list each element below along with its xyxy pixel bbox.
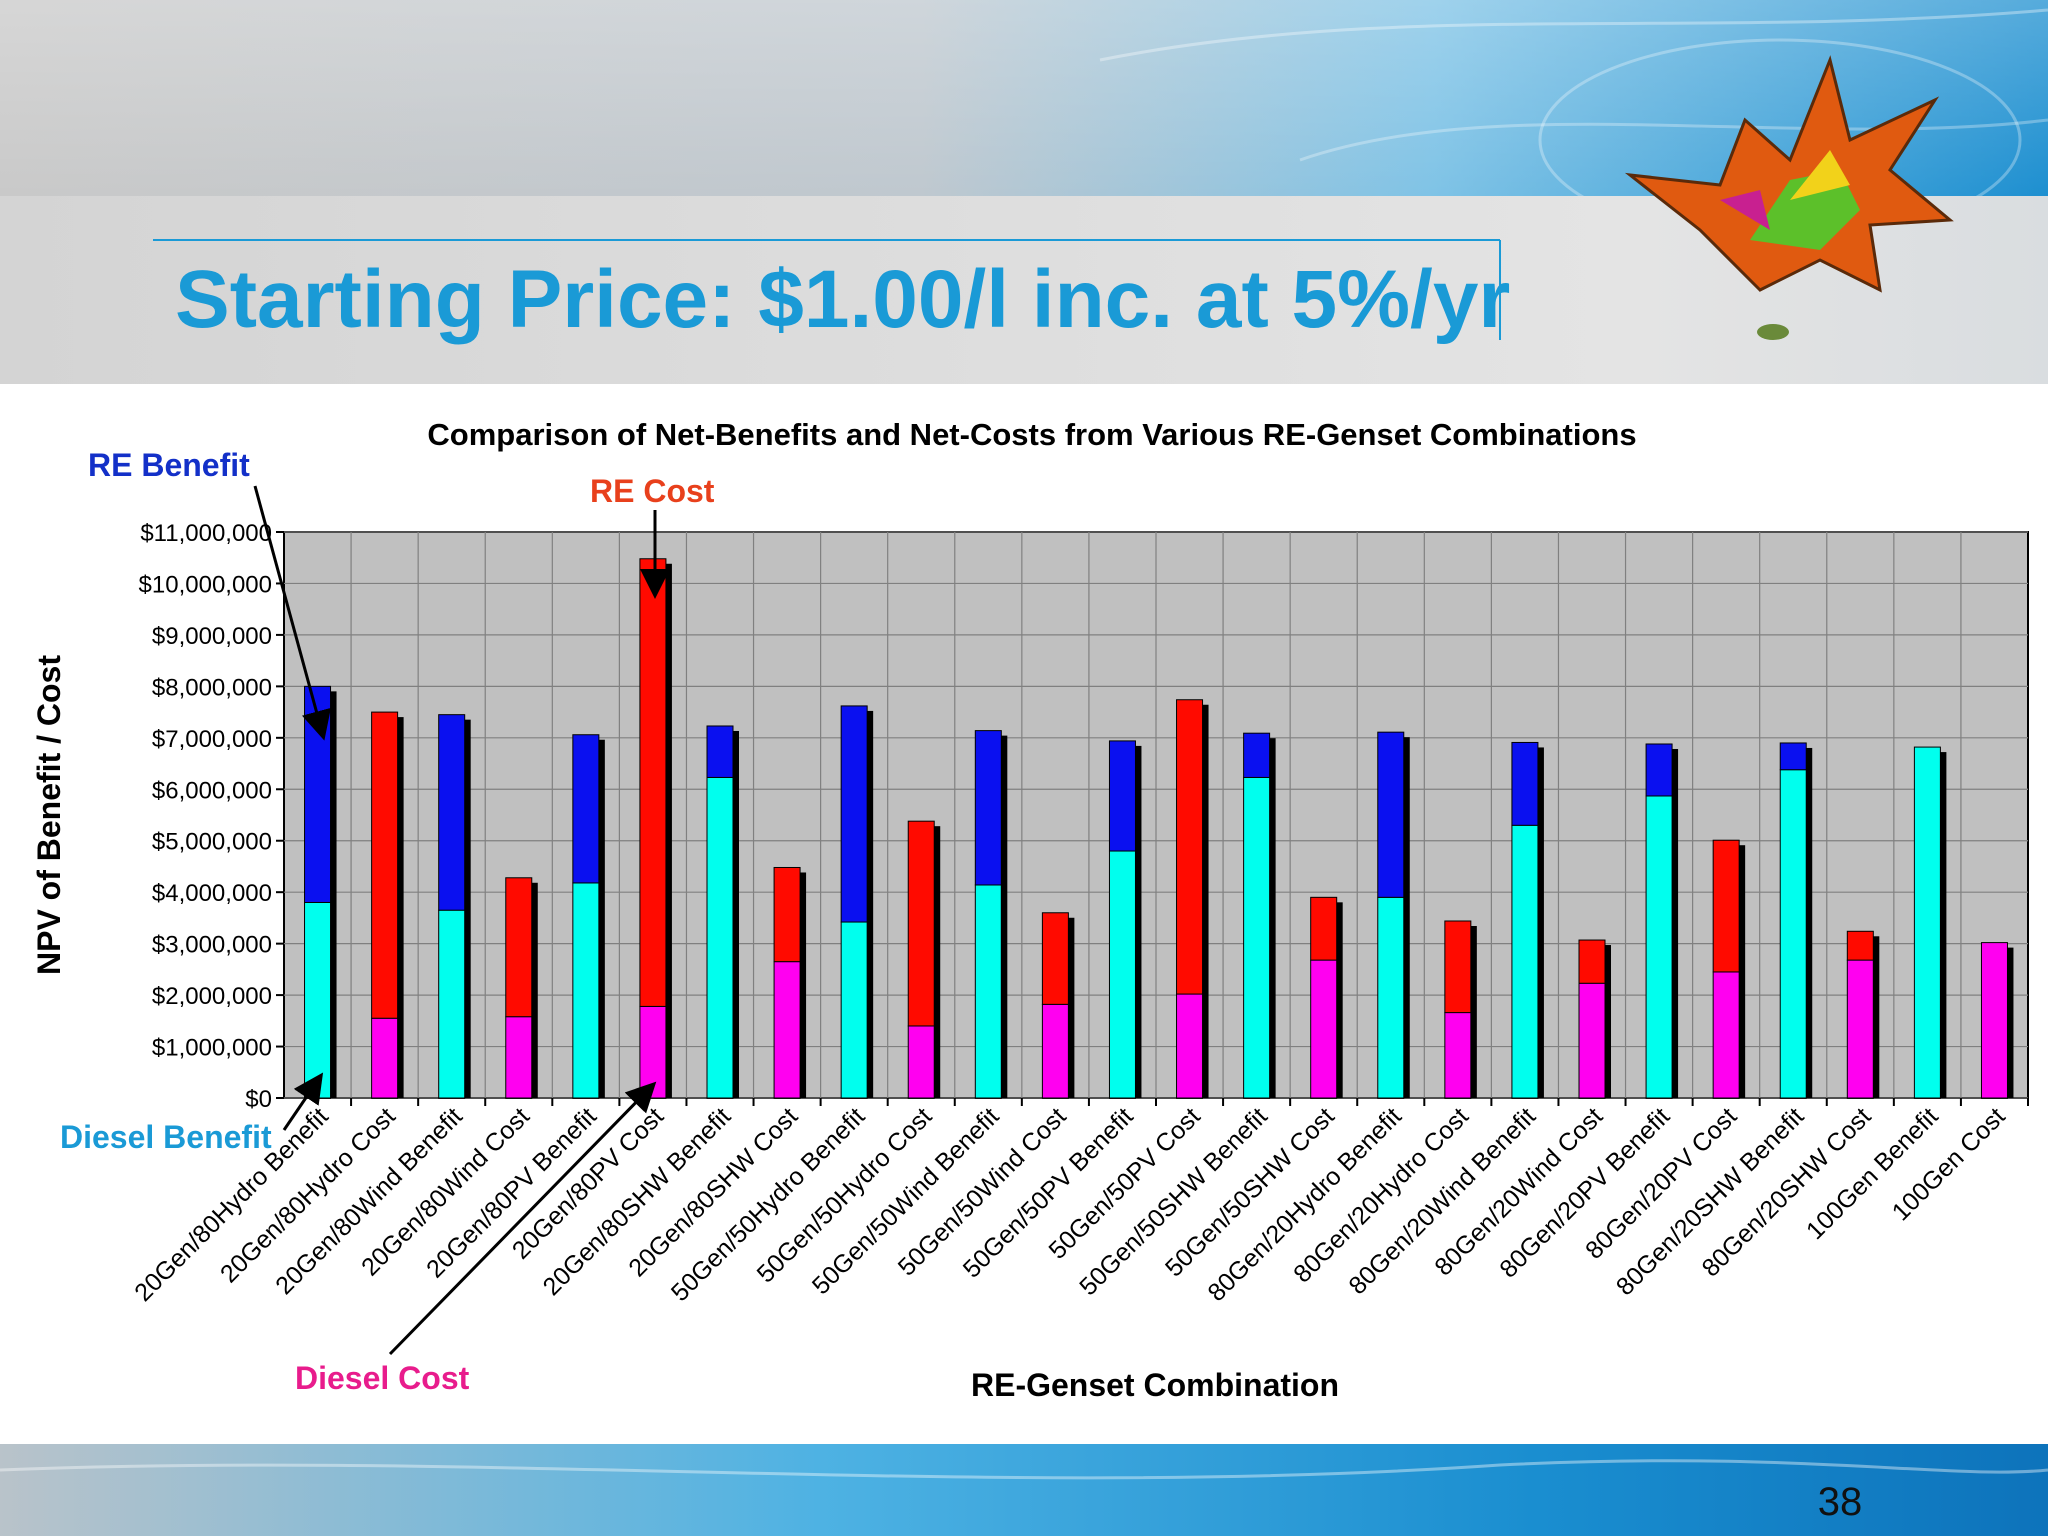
bar-diesel-benefit (1108, 850, 1136, 1099)
bar-diesel-benefit (974, 884, 1002, 1099)
bar-diesel-benefit (1377, 896, 1405, 1099)
annotation-re-cost: RE Cost (590, 473, 715, 509)
logo-star-icon (1624, 55, 1954, 340)
bar-re-benefit (1377, 731, 1405, 898)
bar-re-cost (505, 877, 533, 1018)
bar-re-benefit (438, 714, 466, 911)
y-tick-label: $1,000,000 (152, 1035, 272, 1062)
bar-re-benefit (1108, 740, 1136, 852)
bar-re-cost (773, 866, 801, 963)
footer-band (0, 1444, 2048, 1536)
re-benefit-arrow (253, 485, 331, 741)
bar-diesel-benefit (1243, 776, 1271, 1099)
bar-re-cost (639, 558, 667, 1007)
bar-diesel-cost (1846, 959, 1874, 1099)
bar-re-cost (1846, 930, 1874, 961)
annotation-re-benefit: RE Benefit (88, 447, 250, 483)
bar-re-cost (1712, 839, 1740, 973)
y-tick-label: $11,000,000 (140, 520, 272, 547)
y-tick-label: $7,000,000 (152, 726, 272, 753)
y-tick-label: $4,000,000 (152, 880, 272, 907)
bar-diesel-cost (371, 1017, 399, 1099)
bar-re-cost (1578, 939, 1606, 984)
annotation-diesel-cost: Diesel Cost (295, 1360, 470, 1396)
bar-re-benefit (840, 705, 868, 923)
bar-diesel-cost (1444, 1012, 1472, 1099)
bar-diesel-benefit (706, 776, 734, 1099)
bar-diesel-cost (505, 1016, 533, 1099)
bar-diesel-benefit (1913, 746, 1941, 1099)
bar-re-cost (1041, 912, 1069, 1005)
chart-title: Comparison of Net-Benefits and Net-Costs… (427, 417, 1636, 452)
bar-re-benefit (1779, 742, 1807, 771)
diesel-cost-arrow (388, 1081, 657, 1356)
bar-re-benefit (1243, 732, 1271, 778)
bar-re-benefit (1645, 743, 1673, 797)
page-number: 38 (1817, 1480, 1863, 1524)
bar-diesel-cost (639, 1005, 667, 1099)
bar-re-benefit (572, 734, 600, 884)
y-tick-label: $5,000,000 (152, 829, 272, 856)
bar-diesel-cost (1176, 993, 1204, 1099)
y-axis-label: NPV of Benefit / Cost (31, 655, 67, 975)
bar-re-benefit (1511, 741, 1539, 826)
y-tick-label: $3,000,000 (152, 932, 272, 959)
bar-diesel-cost (1578, 982, 1606, 1099)
x-axis-label: RE-Genset Combination (971, 1367, 1339, 1403)
bar-diesel-cost (773, 961, 801, 1099)
bar-diesel-benefit (304, 901, 332, 1099)
bar-re-cost (1176, 699, 1204, 995)
bar-diesel-cost (1310, 959, 1338, 1099)
slide-title: Starting Price: $1.00/l inc. at 5%/yr (175, 254, 1511, 345)
y-tick-label: $2,000,000 (152, 983, 272, 1010)
bar-diesel-benefit (572, 882, 600, 1099)
bar-re-cost (1310, 896, 1338, 961)
y-tick-label: $8,000,000 (152, 674, 272, 701)
bar-diesel-cost (907, 1025, 935, 1099)
bar-diesel-benefit (1511, 824, 1539, 1099)
bar-diesel-cost (1980, 942, 2008, 1099)
y-tick-label: $10,000,000 (139, 571, 272, 598)
annotation-diesel-benefit: Diesel Benefit (60, 1119, 272, 1155)
diesel-benefit-arrow (282, 1072, 324, 1131)
y-tick-label: $0 (245, 1086, 272, 1113)
bar-diesel-benefit (1645, 795, 1673, 1099)
bar-diesel-cost (1041, 1003, 1069, 1099)
bar-re-cost (371, 711, 399, 1019)
bar-re-cost (907, 820, 935, 1027)
bar-re-benefit (974, 730, 1002, 886)
y-tick-label: $6,000,000 (152, 777, 272, 804)
bar-diesel-benefit (1779, 769, 1807, 1099)
bar-diesel-benefit (840, 921, 868, 1099)
bar-re-cost (1444, 920, 1472, 1014)
bar-diesel-cost (1712, 971, 1740, 1099)
bar-re-benefit (706, 725, 734, 778)
y-tick-label: $9,000,000 (152, 623, 272, 650)
bar-diesel-benefit (438, 909, 466, 1099)
